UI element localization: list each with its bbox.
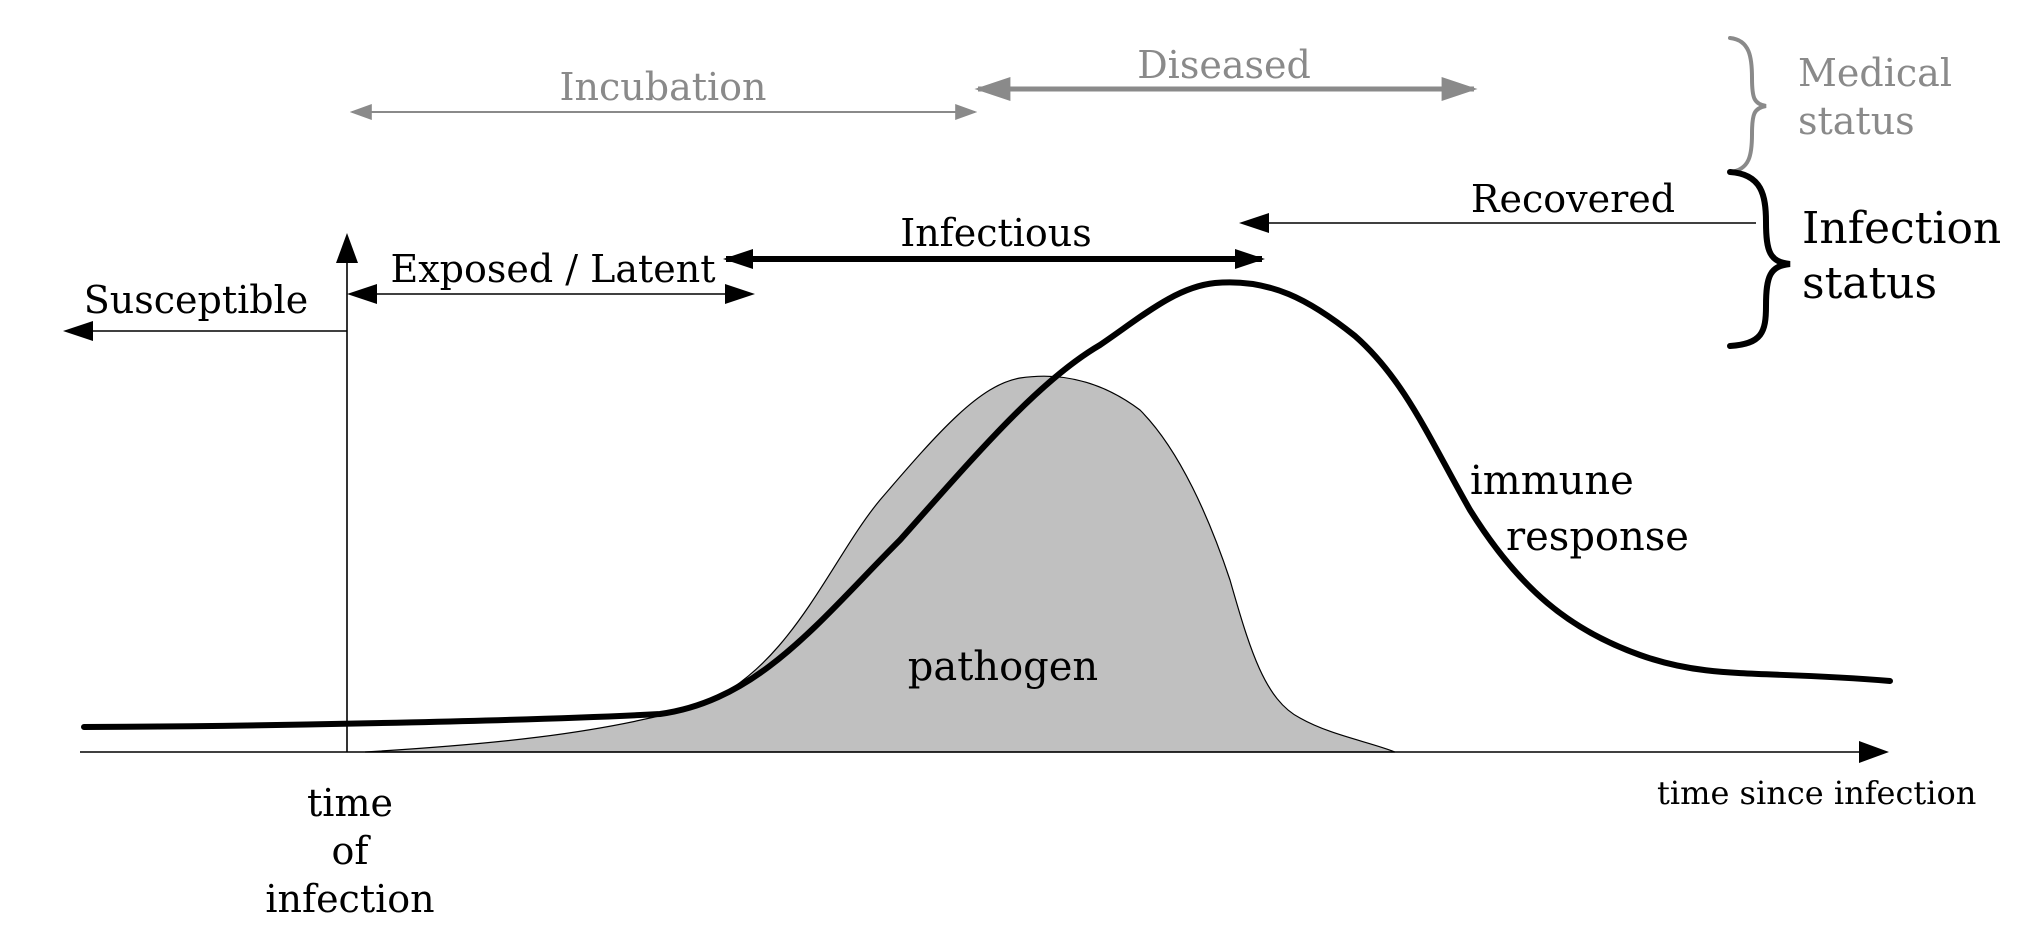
incubation-label: Incubation — [560, 65, 767, 109]
recovered-label: Recovered — [1471, 177, 1675, 221]
susceptible-label: Susceptible — [84, 278, 309, 322]
pathogen-label: pathogen — [908, 644, 1098, 690]
infection-status-label-line1: Infection — [1802, 203, 2001, 254]
immune-response-label-line1: immune — [1470, 458, 1634, 504]
x-axis-label: time since infection — [1657, 774, 1976, 812]
exposed-latent-label: Exposed / Latent — [390, 247, 715, 291]
immune-response-label-line2: response — [1506, 514, 1689, 560]
medical-status-label-line1: Medical — [1798, 51, 1952, 95]
infection-status-label-line2: status — [1802, 258, 1937, 309]
infection-status-brace — [1727, 169, 1791, 349]
infectious-label: Infectious — [900, 211, 1092, 255]
origin-label-line3: infection — [265, 877, 434, 921]
medical-status-label-line2: status — [1798, 99, 1915, 143]
medical-status-brace — [1728, 36, 1767, 174]
diseased-label: Diseased — [1137, 43, 1311, 87]
immune-response-curve — [81, 279, 1893, 730]
origin-label-line1: time — [307, 781, 393, 825]
origin-label-line2: of — [332, 829, 372, 873]
